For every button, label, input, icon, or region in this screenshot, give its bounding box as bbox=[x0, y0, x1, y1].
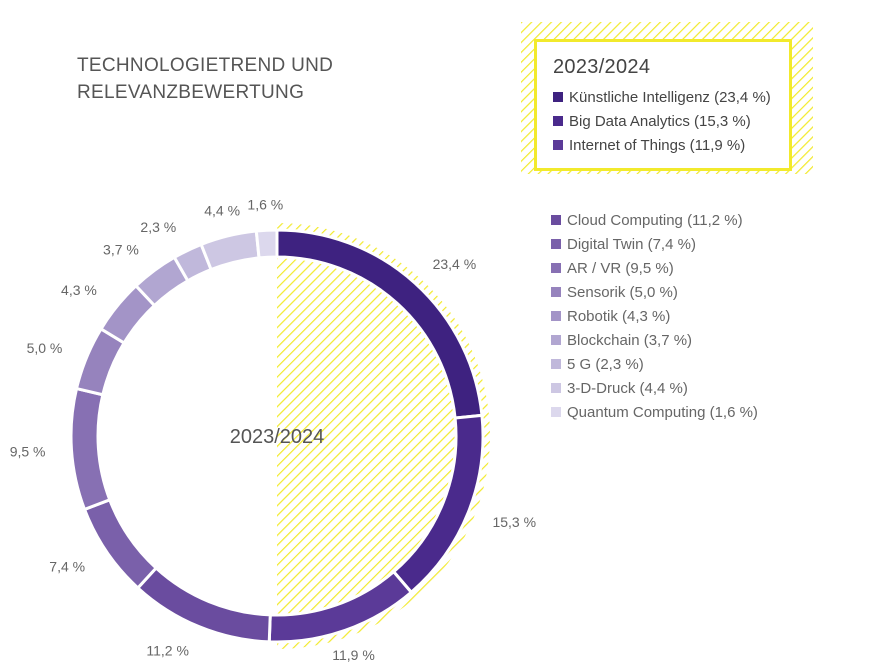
side-legend-item: Cloud Computing (11,2 %) bbox=[551, 208, 758, 232]
legend-swatch bbox=[553, 140, 563, 150]
secondary-legend: Cloud Computing (11,2 %) Digital Twin (7,… bbox=[551, 208, 758, 424]
center-label: 2023/2024 bbox=[230, 426, 325, 448]
legend-label: Quantum Computing (1,6 %) bbox=[567, 403, 758, 421]
data-label: 4,3 % bbox=[61, 282, 97, 298]
legend-swatch bbox=[551, 311, 561, 321]
side-legend-item: Digital Twin (7,4 %) bbox=[551, 232, 758, 256]
data-labels: 23,4 % 15,3 % 11,9 % 11,2 % 7,4 % 9,5 % 5,0 % 4… bbox=[10, 196, 536, 663]
data-label: 3,7 % bbox=[103, 242, 139, 258]
page-title: TECHNOLOGIETREND UND RELEVANZBEWERTUNG bbox=[77, 52, 333, 106]
data-label: 11,2 % bbox=[146, 643, 189, 659]
data-label: 2,3 % bbox=[140, 219, 176, 235]
side-legend-item: Sensorik (5,0 %) bbox=[551, 280, 758, 304]
side-legend-item: Blockchain (3,7 %) bbox=[551, 328, 758, 352]
donut-ring bbox=[69, 228, 485, 644]
donut-segment bbox=[199, 229, 261, 272]
legend-swatch bbox=[551, 239, 561, 249]
legend-label: Cloud Computing (11,2 %) bbox=[567, 211, 743, 229]
legend-swatch bbox=[553, 92, 563, 102]
legend-label: Big Data Analytics (15,3 %) bbox=[569, 112, 751, 130]
donut-segment bbox=[69, 386, 112, 512]
legend-swatch bbox=[551, 359, 561, 369]
legend-swatch bbox=[551, 215, 561, 225]
side-legend-item: 5 G (2,3 %) bbox=[551, 352, 758, 376]
legend-label: Künstliche Intelligenz (23,4 %) bbox=[569, 88, 771, 106]
page-title-line2: RELEVANZBEWERTUNG bbox=[77, 82, 305, 103]
legend-label: 3-D-Druck (4,4 %) bbox=[567, 379, 688, 397]
data-label: 1,6 % bbox=[247, 196, 283, 212]
side-legend-item: 3-D-Druck (4,4 %) bbox=[551, 376, 758, 400]
legend-label: AR / VR (9,5 %) bbox=[567, 259, 674, 277]
legend-label: Internet of Things (11,9 %) bbox=[569, 136, 746, 154]
donut-segment bbox=[82, 497, 159, 591]
legend-swatch bbox=[551, 383, 561, 393]
legend-label: Sensorik (5,0 %) bbox=[567, 283, 678, 301]
side-legend-item: Robotik (4,3 %) bbox=[551, 304, 758, 328]
data-label: 9,5 % bbox=[10, 443, 46, 459]
data-label: 7,4 % bbox=[49, 558, 85, 574]
data-label: 11,9 % bbox=[332, 647, 375, 663]
legend-label: Digital Twin (7,4 %) bbox=[567, 235, 696, 253]
highlight-legend: 2023/2024 Künstliche Intelligenz (23,4 %… bbox=[521, 22, 813, 174]
legend-swatch bbox=[551, 407, 561, 417]
data-label: 4,4 % bbox=[204, 203, 240, 219]
side-legend-item: AR / VR (9,5 %) bbox=[551, 256, 758, 280]
data-label: 15,3 % bbox=[492, 514, 536, 530]
legend-swatch bbox=[553, 116, 563, 126]
legend-label: Robotik (4,3 %) bbox=[567, 307, 671, 325]
main-legend-item: Künstliche Intelligenz (23,4 %) bbox=[553, 85, 775, 109]
data-label: 23,4 % bbox=[433, 256, 477, 272]
page-title-line1: TECHNOLOGIETREND UND bbox=[77, 55, 334, 76]
main-legend-item: Internet of Things (11,9 %) bbox=[553, 133, 775, 157]
main-legend-item: Big Data Analytics (15,3 %) bbox=[553, 109, 775, 133]
legend-title: 2023/2024 bbox=[553, 56, 651, 78]
legend-box: 2023/2024 Künstliche Intelligenz (23,4 %… bbox=[534, 39, 792, 171]
legend-label: 5 G (2,3 %) bbox=[567, 355, 644, 373]
legend-swatch bbox=[551, 287, 561, 297]
legend-swatch bbox=[551, 263, 561, 273]
donut-segment bbox=[254, 228, 279, 260]
legend-swatch bbox=[551, 335, 561, 345]
legend-label: Blockchain (3,7 %) bbox=[567, 331, 693, 349]
donut-segment bbox=[135, 565, 272, 644]
side-legend-item: Quantum Computing (1,6 %) bbox=[551, 400, 758, 424]
legend-items: Künstliche Intelligenz (23,4 %) Big Data … bbox=[553, 85, 775, 157]
data-label: 5,0 % bbox=[27, 340, 63, 356]
